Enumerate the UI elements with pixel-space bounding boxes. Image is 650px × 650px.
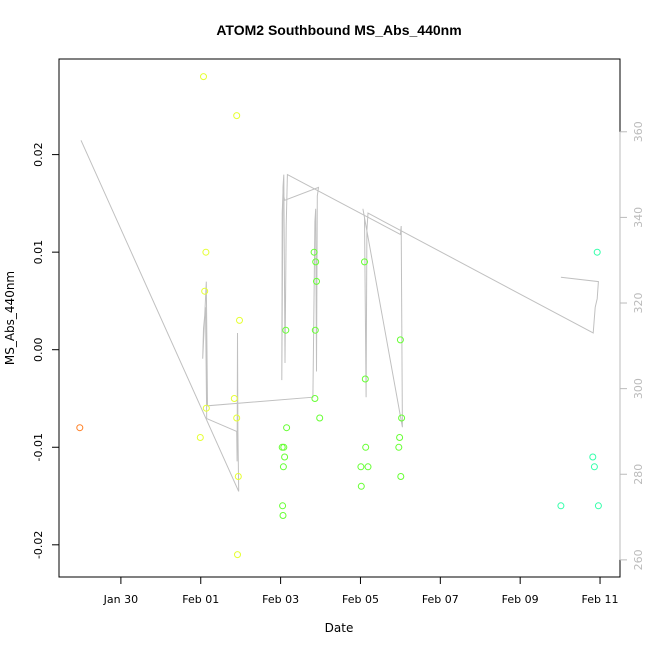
x-tick-label: Feb 07 <box>422 593 459 606</box>
data-point <box>361 258 368 266</box>
y-tick-label: 0.02 <box>32 142 45 167</box>
data-point <box>397 473 405 480</box>
y2-tick-label: 360 <box>632 121 645 142</box>
y-tick-label: 0.00 <box>32 337 45 362</box>
point-layer <box>76 73 602 559</box>
y2-tick-label: 280 <box>632 464 645 485</box>
data-point <box>590 463 598 471</box>
y-tick-label: 0.01 <box>32 240 45 264</box>
data-point <box>589 453 597 461</box>
data-point <box>398 414 406 422</box>
data-point <box>280 443 288 451</box>
data-point <box>312 258 320 266</box>
plot-frame <box>58 58 621 578</box>
chart-title: ATOM2 Southbound MS_Abs_440nm <box>216 22 461 38</box>
x-tick-label: Jan 30 <box>103 593 138 606</box>
y-axis-label: MS_Abs_440nm <box>3 271 17 365</box>
data-point <box>557 502 565 510</box>
data-point <box>396 336 404 344</box>
data-point <box>202 404 210 412</box>
x-tick-label: Feb 11 <box>582 593 619 606</box>
data-point <box>357 482 365 490</box>
data-point <box>316 414 324 422</box>
data-point <box>357 463 365 471</box>
y-tick-label: -0.01 <box>32 433 45 461</box>
y2-axis: 260 280 300 320 340 360 <box>619 121 645 570</box>
y-tick-label: -0.02 <box>32 531 45 559</box>
data-point <box>236 316 243 324</box>
data-point <box>76 424 84 432</box>
data-point <box>200 73 207 81</box>
data-point <box>279 463 287 471</box>
data-point <box>594 502 602 510</box>
data-point <box>282 326 290 334</box>
data-point <box>202 248 210 256</box>
data-point <box>362 443 370 451</box>
data-point <box>201 287 209 295</box>
y-axis: -0.02 -0.01 0.00 0.01 0.02 <box>32 142 60 559</box>
x-axis-label: Date <box>325 621 354 635</box>
data-point <box>279 502 287 510</box>
y2-tick-label: 300 <box>632 378 645 399</box>
x-axis: Jan 30 Feb 01 Feb 03 Feb 05 Feb 07 Feb 09 Feb … <box>103 576 619 606</box>
x-tick-label: Feb 01 <box>182 593 219 606</box>
series-line <box>80 140 599 492</box>
data-point <box>311 395 319 402</box>
data-point <box>310 248 318 256</box>
x-tick-label: Feb 03 <box>262 593 299 606</box>
data-point <box>196 434 204 441</box>
data-point <box>233 112 241 120</box>
data-point <box>395 443 403 451</box>
data-point <box>311 326 319 334</box>
data-point <box>313 277 320 285</box>
y2-tick-label: 340 <box>632 207 645 228</box>
y2-tick-label: 320 <box>632 293 645 314</box>
y2-tick-label: 260 <box>632 549 645 570</box>
data-point <box>279 512 287 519</box>
data-point <box>230 395 238 402</box>
line-layer <box>80 140 599 492</box>
data-point <box>233 414 241 422</box>
data-point <box>364 463 372 471</box>
data-point <box>234 551 241 559</box>
data-point <box>593 248 601 256</box>
data-point <box>234 473 242 480</box>
data-point <box>396 434 404 441</box>
x-tick-label: Feb 09 <box>502 593 539 606</box>
data-point <box>281 453 289 461</box>
data-point <box>361 375 369 383</box>
data-point <box>283 424 291 432</box>
x-tick-label: Feb 05 <box>342 593 379 606</box>
